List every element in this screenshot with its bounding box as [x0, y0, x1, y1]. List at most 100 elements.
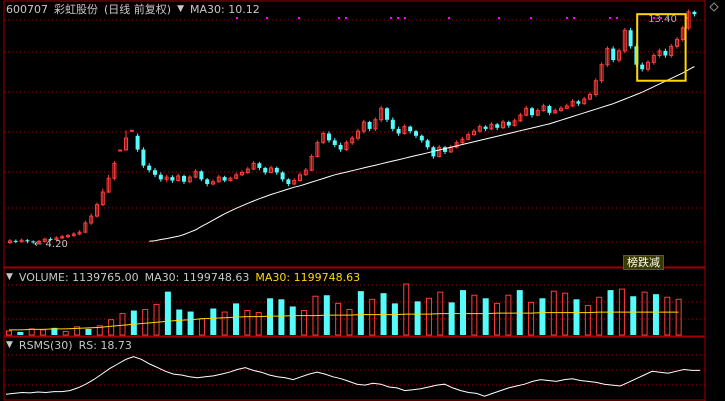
candle-body — [211, 181, 215, 185]
volume-bar — [391, 303, 398, 335]
volume-bar — [142, 309, 149, 336]
volume-bar — [278, 299, 285, 335]
candle-body — [216, 176, 221, 183]
event-marker — [667, 17, 669, 19]
chevron-down-icon[interactable]: ▼ — [177, 4, 185, 14]
candle-body — [553, 110, 558, 114]
candle-body — [135, 135, 140, 150]
volume-bar — [74, 326, 81, 336]
rsms-name: RSMS(30) — [18, 338, 73, 352]
candle-body — [361, 121, 366, 132]
volume-bar — [494, 302, 501, 336]
candle-body — [158, 174, 163, 180]
candle-body — [112, 162, 117, 179]
volume-bar — [176, 309, 183, 335]
candle-body — [489, 123, 494, 130]
volume-bar — [573, 299, 580, 335]
volume-bar — [630, 296, 637, 335]
event-marker — [660, 17, 662, 19]
highlight-box — [636, 13, 687, 82]
event-marker — [498, 17, 500, 19]
candle-body — [680, 27, 685, 40]
event-marker — [338, 17, 340, 19]
candle-body — [506, 122, 511, 126]
volume-bar — [346, 309, 353, 336]
candle-body — [129, 129, 134, 132]
volume-bar — [198, 318, 205, 336]
candle-body — [686, 11, 691, 29]
candle-body — [234, 174, 239, 179]
candle-body — [199, 171, 204, 180]
chevron-down-icon[interactable]: ▼ — [6, 340, 13, 350]
candle-body — [535, 110, 540, 116]
candle-body — [443, 147, 447, 152]
volume-bar — [414, 301, 421, 335]
volume-bar — [244, 310, 251, 336]
high-price-label: 13.40 — [648, 14, 677, 25]
candle-body — [298, 174, 302, 182]
volume-bar — [539, 298, 546, 335]
candle-body — [89, 215, 94, 224]
candle-body — [495, 124, 500, 128]
volume-bar — [460, 290, 466, 335]
candle-body — [512, 120, 517, 126]
candle-body — [657, 50, 662, 56]
volume-ma30-line — [9, 311, 679, 331]
volume-bar — [221, 311, 228, 336]
event-marker — [573, 17, 575, 19]
event-marker — [298, 17, 300, 19]
volume-bar — [596, 296, 603, 336]
event-marker — [448, 17, 450, 19]
candle-body — [385, 108, 389, 120]
candle-body — [437, 146, 442, 157]
candle-body — [466, 134, 471, 140]
candle-body — [390, 119, 395, 129]
candle-body — [77, 231, 82, 235]
candle-body — [170, 177, 175, 181]
candle-body — [147, 165, 152, 171]
candle-body — [193, 170, 198, 178]
candle-body — [100, 191, 105, 206]
candle-body — [222, 177, 227, 181]
candle-body — [611, 48, 616, 61]
candle-body — [31, 241, 36, 243]
ranking-badge[interactable]: 榜跌减 — [623, 255, 664, 270]
candle-body — [263, 167, 268, 173]
candle-body — [315, 142, 320, 157]
candle-body — [460, 138, 465, 144]
event-marker — [404, 17, 406, 19]
main-chart-header: 600707 彩虹股份 (日线 前复权) ▼ MA30: 10.12 — [6, 2, 260, 17]
volume-bar — [153, 303, 160, 336]
candle-body — [338, 144, 343, 150]
candle-body — [454, 142, 459, 148]
volume-bar — [652, 294, 659, 335]
candle-body — [367, 122, 372, 129]
candle-body — [559, 107, 563, 112]
candle-body — [617, 50, 621, 61]
candle-body — [373, 119, 378, 130]
candle-body — [176, 175, 181, 182]
volume-value: VOLUME: 1139765.00 — [18, 270, 139, 284]
ma30-value: MA30: 10.12 — [190, 2, 260, 16]
event-marker — [397, 17, 399, 19]
volume-bar — [17, 331, 24, 335]
event-marker — [653, 17, 655, 19]
volume-bar — [471, 294, 478, 336]
candle-body — [309, 155, 314, 171]
chevron-down-icon[interactable]: ▼ — [6, 272, 13, 282]
event-marker — [530, 17, 532, 19]
candle-body — [472, 130, 476, 136]
candle-body — [48, 239, 53, 241]
volume-bar — [187, 311, 194, 335]
volume-bar — [664, 296, 671, 336]
volume-bar — [505, 294, 512, 336]
volume-bar — [6, 330, 12, 336]
candle-body — [646, 61, 650, 70]
rs-value: RS: 18.73 — [78, 338, 132, 352]
candle-body — [408, 126, 413, 132]
candle-body — [141, 149, 146, 166]
candle-body — [582, 98, 587, 105]
volume-bar — [108, 319, 115, 336]
volume-bar — [380, 293, 387, 335]
